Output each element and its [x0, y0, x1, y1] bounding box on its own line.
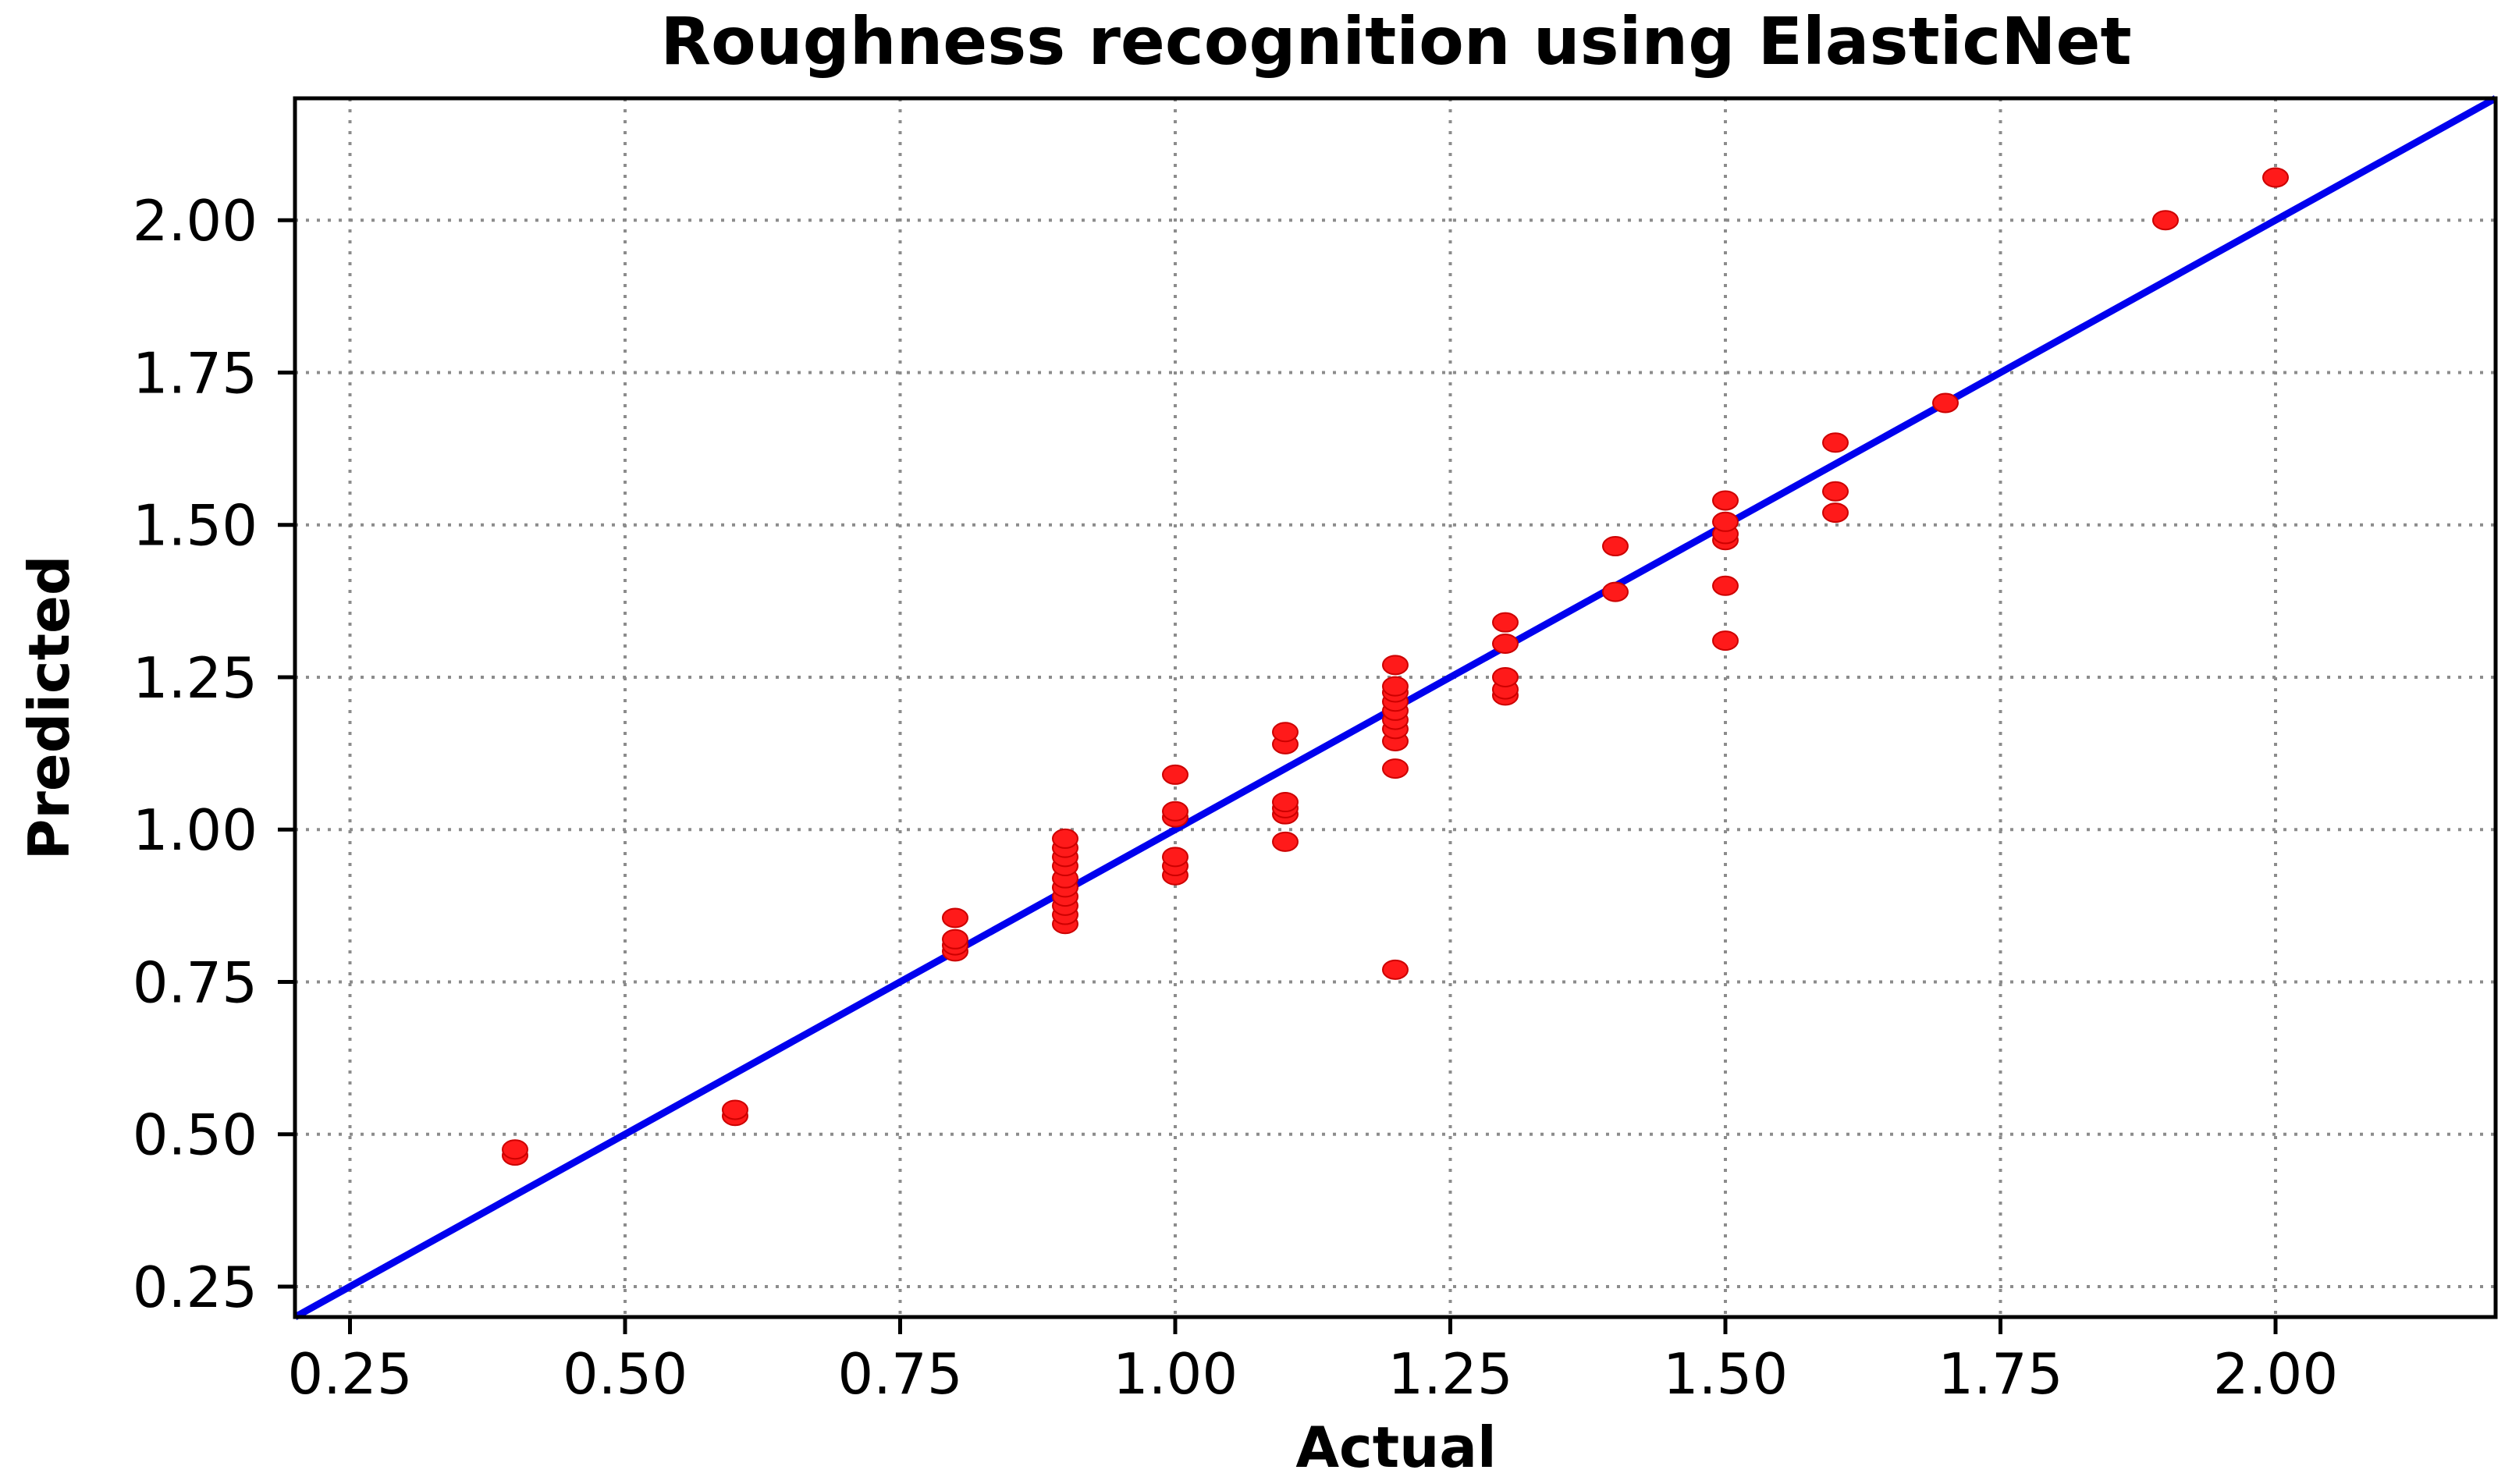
- data-point-0-46: [1602, 536, 1629, 557]
- y-tick-label-4: 1.25: [133, 645, 258, 711]
- data-point-0-3: [722, 1099, 748, 1120]
- data-point-0-31: [1382, 758, 1409, 779]
- x-axis-title: Actual: [1295, 1415, 1496, 1480]
- data-point-0-56: [1932, 392, 1959, 414]
- axis-ticks: 0.25 0.50 0.75 1.00 1.25 1.50 1.75 2.00 0.25 0.50…: [133, 188, 2338, 1407]
- data-point-0-22: [1162, 801, 1188, 822]
- y-tick-label-2: 0.75: [133, 950, 258, 1015]
- data-point-0-24: [1272, 831, 1299, 852]
- x-tick-label-5: 1.50: [1663, 1341, 1788, 1407]
- chart-title: Roughness recognition using ElasticNet: [660, 3, 2131, 80]
- y-tick-label-5: 1.50: [133, 493, 258, 559]
- data-point-0-1: [502, 1139, 528, 1160]
- data-points: [502, 167, 2289, 1166]
- x-tick-label-3: 1.00: [1113, 1341, 1238, 1407]
- data-point-0-52: [1712, 490, 1739, 511]
- data-point-0-30: [1382, 959, 1409, 980]
- x-tick-label-2: 0.75: [837, 1341, 962, 1407]
- data-point-0-51: [1712, 511, 1739, 532]
- data-point-0-20: [1162, 847, 1188, 868]
- data-point-0-27: [1272, 792, 1299, 813]
- x-tick-label-6: 1.75: [1938, 1341, 2063, 1407]
- y-tick-label-0: 0.25: [133, 1255, 258, 1320]
- data-point-0-38: [1382, 676, 1409, 697]
- data-point-0-57: [2152, 210, 2179, 231]
- plot-frame: [293, 96, 2498, 1319]
- x-tick-label-0: 0.25: [287, 1341, 412, 1407]
- data-point-0-7: [942, 907, 968, 928]
- data-point-0-53: [1822, 502, 1849, 524]
- data-point-0-6: [942, 928, 968, 950]
- y-tick-label-1: 0.50: [133, 1102, 258, 1168]
- data-point-0-43: [1492, 633, 1519, 654]
- data-point-0-47: [1712, 630, 1739, 651]
- data-point-0-39: [1382, 655, 1409, 676]
- data-point-0-17: [1052, 828, 1078, 849]
- data-point-0-55: [1822, 432, 1849, 453]
- data-point-0-58: [2262, 167, 2289, 188]
- x-tick-label-4: 1.25: [1387, 1341, 1512, 1407]
- data-point-0-48: [1712, 575, 1739, 596]
- data-point-0-54: [1822, 481, 1849, 502]
- x-tick-label-1: 0.50: [563, 1341, 688, 1407]
- data-point-0-42: [1492, 666, 1519, 687]
- data-point-0-44: [1492, 612, 1519, 633]
- data-point-0-29: [1272, 722, 1299, 743]
- y-axis-title: Predicted: [16, 556, 82, 861]
- data-point-0-23: [1162, 764, 1188, 785]
- y-tick-label-6: 1.75: [133, 340, 258, 406]
- y-tick-label-3: 1.00: [133, 797, 258, 863]
- x-tick-label-7: 2.00: [2213, 1341, 2338, 1407]
- data-point-0-45: [1602, 581, 1629, 602]
- y-tick-label-7: 2.00: [133, 188, 258, 254]
